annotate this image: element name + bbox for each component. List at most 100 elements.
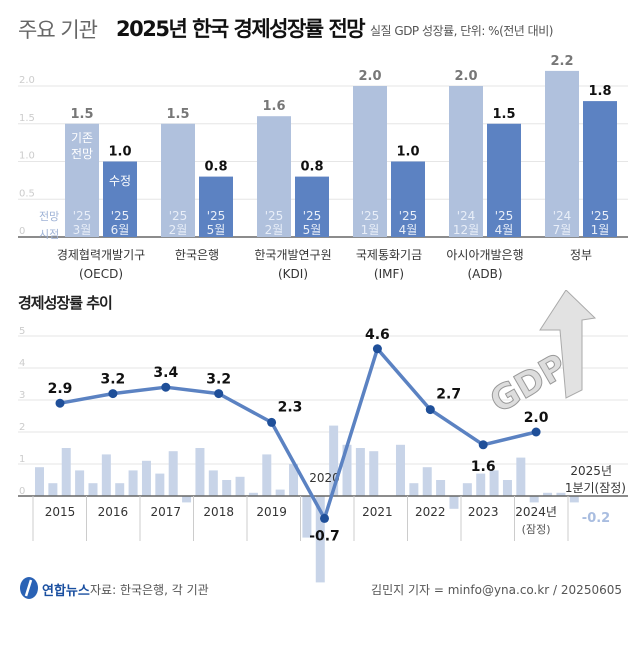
forecast-date: '25 <box>169 209 188 223</box>
prior-label: 전망 <box>71 147 93 161</box>
forecast-date: '24 <box>457 209 476 223</box>
quarterly-bar <box>489 470 499 496</box>
revised-bar <box>487 123 521 237</box>
x-tick-label: 2015 <box>45 505 76 519</box>
x-tick-note: (잠정) <box>522 523 551 536</box>
forecast-date: '25 <box>73 209 92 223</box>
data-label: 4.6 <box>365 327 390 343</box>
category-label: 한국개발연구원 <box>254 248 331 262</box>
yonhap-logo: 연합뉴스 <box>42 584 90 599</box>
bar-value-label: 1.5 <box>166 107 189 122</box>
category-label: 한국은행 <box>175 247 219 262</box>
quarterly-bar <box>128 470 138 496</box>
yonhap-logo-icon <box>20 577 38 599</box>
source-note: 자료: 한국은행, 각 기관 <box>90 583 209 597</box>
revised-label: 수정 <box>109 174 131 188</box>
data-label: 1.6 <box>471 459 496 475</box>
quarterly-bar <box>61 448 71 496</box>
data-point <box>161 382 171 392</box>
y-tick-label: 2 <box>19 422 25 433</box>
data-label: 3.2 <box>206 372 231 388</box>
quarterly-bar <box>262 454 272 496</box>
bar-value-label: 2.2 <box>550 54 573 69</box>
subtitle: 실질 GDP 성장률, 단위: %(전년 대비) <box>370 24 553 38</box>
bar-value-label: 1.0 <box>108 145 131 160</box>
quarterly-bar <box>462 483 472 496</box>
x-tick-label: 2023 <box>468 505 499 519</box>
y-tick-label: 4 <box>19 358 25 369</box>
forecast-date: 1월 <box>591 223 610 237</box>
quarterly-bar <box>275 489 285 496</box>
data-label: 2.7 <box>436 387 461 403</box>
quarterly-bar <box>289 464 299 496</box>
quarterly-bar <box>248 492 258 496</box>
data-point <box>478 440 488 450</box>
trend-chart-title: 경제성장률 추이 <box>18 294 113 312</box>
quarterly-bar <box>516 457 526 496</box>
forecast-date: '25 <box>361 209 380 223</box>
category-abbr: (KDI) <box>278 267 308 281</box>
y-tick-label: 1.0 <box>19 151 35 162</box>
y-tick-label: 2.0 <box>19 75 35 86</box>
category-abbr: (IMF) <box>374 267 404 281</box>
y-tick-label: 0.5 <box>19 188 35 199</box>
bar-value-label: 2.0 <box>358 69 381 84</box>
quarterly-bar <box>569 496 579 503</box>
latest-quarter-caption: 1분기(잠정) <box>565 481 626 495</box>
forecast-date: 2월 <box>169 223 188 237</box>
y-tick-label: 0 <box>19 486 25 497</box>
gdp-illustration-icon: GDP <box>483 290 597 422</box>
quarterly-bar <box>556 492 566 496</box>
x-tick-label: 2017 <box>151 505 182 519</box>
quarterly-bar <box>395 444 405 496</box>
x-tick-label: 2018 <box>203 505 234 519</box>
quarterly-bar <box>329 425 339 496</box>
category-label: 정부 <box>570 248 592 262</box>
page-title: 2025년 한국 경제성장률 전망 <box>116 17 366 41</box>
credit: 김민지 기자 = minfo@yna.co.kr / 20250605 <box>371 583 622 597</box>
forecast-date: 5월 <box>303 223 322 237</box>
quarterly-bar <box>222 480 232 496</box>
quarterly-bar <box>141 460 151 496</box>
quarterly-bar <box>168 451 178 496</box>
title-prefix: 주요 기관 <box>18 18 98 42</box>
x-tick-label: 2024년 <box>515 505 557 519</box>
data-label: 2.0 <box>524 410 549 426</box>
y-tick-label: 1 <box>19 454 25 465</box>
x-tick-label: 2016 <box>98 505 129 519</box>
forecast-date: '25 <box>591 209 610 223</box>
forecast-date: 3월 <box>73 223 92 237</box>
forecast-bar-chart: 00.51.01.52.0전망시점1.5'253월1.0'256월경제협력개발기… <box>18 54 628 281</box>
category-label: 아시아개발은행 <box>446 247 523 262</box>
row-label: 시점 <box>39 228 59 241</box>
category-abbr: (ADB) <box>467 267 502 281</box>
y-tick-label: 0 <box>19 226 25 237</box>
data-point <box>372 344 382 354</box>
y-tick-label: 1.5 <box>19 113 35 124</box>
quarterly-bar <box>235 476 245 496</box>
data-point <box>108 389 118 399</box>
data-label: 2.3 <box>278 399 303 415</box>
bar-value-label: 0.8 <box>204 160 227 175</box>
data-label: 3.4 <box>153 365 178 381</box>
forecast-date: 6월 <box>111 223 130 237</box>
bar-value-label: 1.8 <box>588 84 611 99</box>
prior-bar <box>257 116 291 237</box>
x-tick-label: 2020 <box>309 471 340 485</box>
forecast-date: 1월 <box>361 223 380 237</box>
quarterly-bar <box>369 451 379 496</box>
quarterly-bar <box>436 480 446 496</box>
bar-value-label: 0.8 <box>300 160 323 175</box>
quarterly-bar <box>115 483 125 496</box>
quarterly-bar <box>75 470 85 496</box>
data-label: 2.9 <box>48 381 73 397</box>
data-point <box>214 389 224 399</box>
forecast-date: 4월 <box>399 223 418 237</box>
bar-value-label: 1.5 <box>492 107 515 122</box>
forecast-date: 2월 <box>265 223 284 237</box>
quarterly-bar <box>543 492 553 496</box>
quarterly-bar <box>195 448 205 496</box>
quarterly-bar <box>315 496 325 583</box>
revised-bar <box>391 161 425 237</box>
